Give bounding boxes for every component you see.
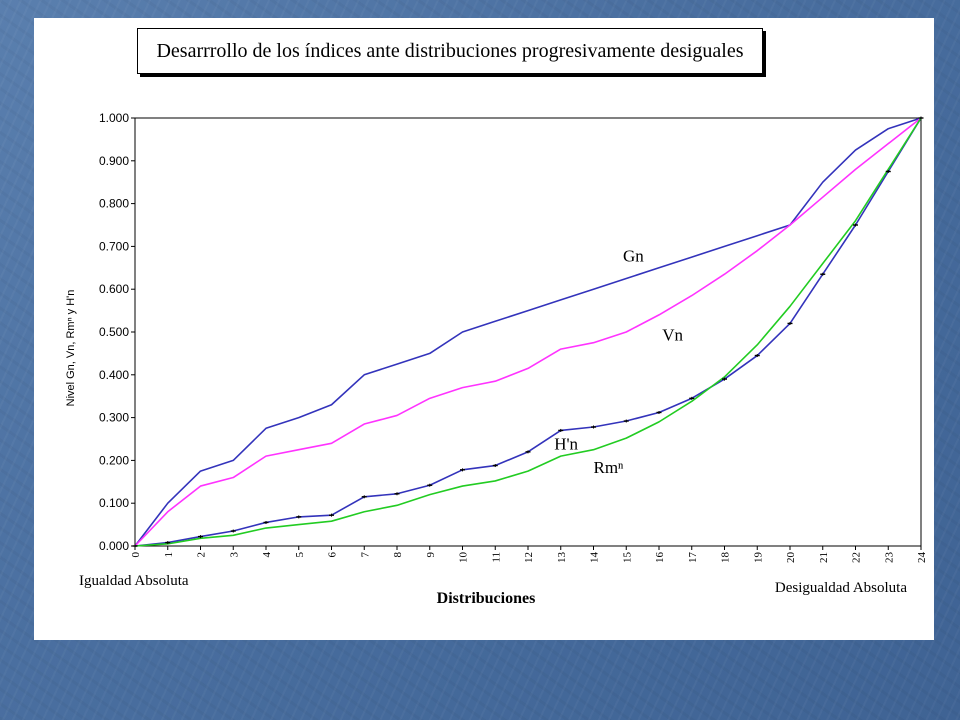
x-tick-label: 19 [752, 552, 764, 564]
x-tick-label: 7 [359, 552, 371, 558]
x-tick-label: 15 [621, 552, 633, 564]
y-tick-label: 0.600 [99, 282, 129, 296]
series-line-vn [134, 117, 922, 547]
line-chart: 0.000 0.100 0.200 0.300 0.400 0.500 0.600 0.700… [65, 111, 928, 607]
x-tick-label: 21 [818, 552, 830, 563]
x-axis-label: Distribuciones [437, 590, 536, 607]
y-tick-label: 0.300 [99, 411, 129, 425]
x-ticks: 0 1 2 3 4 5 6 7 8 9 10 11 12 13 14 15 16 17 18 19 20 21 22 23 24 [130, 546, 928, 563]
x-tick-label: 24 [916, 552, 928, 564]
chart-title: Desarrrollo de los índices ante distribu… [137, 28, 763, 74]
x-tick-label: 16 [654, 552, 666, 564]
x-tick-label: 3 [228, 552, 240, 558]
series-label: Gn [623, 246, 644, 265]
y-axis-label: Nivel Gn, Vn, Rmⁿ y H'n [65, 290, 77, 407]
y-tick-label: 0.900 [99, 154, 129, 168]
x-tick-label: 5 [294, 552, 306, 558]
y-tick-label: 0.400 [99, 368, 129, 382]
x-tick-label: 0 [130, 552, 142, 558]
y-tick-label: 0.800 [99, 197, 129, 211]
x-tick-label: 10 [458, 552, 470, 564]
series-line-rm [134, 117, 922, 547]
series-markers [132, 116, 924, 548]
x-tick-label: 13 [556, 552, 568, 564]
series-label: Vn [662, 326, 683, 345]
x-tick-label: 8 [392, 552, 404, 558]
series-label: H'n [554, 435, 578, 454]
x-tick-label: 2 [196, 552, 208, 558]
chart-panel: 0.000 0.100 0.200 0.300 0.400 0.500 0.600 0.700… [34, 18, 934, 640]
y-ticks: 0.000 0.100 0.200 0.300 0.400 0.500 0.600 0.700… [99, 111, 135, 553]
series-labels: Gn Vn H'n Rmⁿ [554, 246, 683, 477]
x-tick-label: 22 [851, 552, 863, 563]
y-tick-label: 0.200 [99, 453, 129, 467]
x-tick-label: 11 [490, 552, 502, 563]
plot-area [134, 117, 922, 547]
x-end-label: Desigualdad Absoluta [775, 580, 907, 596]
y-tick-label: 0.700 [99, 239, 129, 253]
y-tick-label: 0.100 [99, 496, 129, 510]
x-start-label: Igualdad Absoluta [79, 573, 189, 589]
x-tick-label: 18 [720, 552, 732, 564]
y-tick-label: 0.000 [99, 539, 129, 553]
x-tick-label: 17 [687, 552, 699, 564]
x-tick-label: 14 [589, 552, 601, 564]
x-tick-label: 4 [261, 552, 273, 558]
x-tick-label: 9 [425, 552, 437, 558]
x-tick-label: 12 [523, 552, 535, 563]
x-tick-label: 20 [785, 552, 797, 564]
series-label: Rmⁿ [594, 458, 625, 477]
x-tick-label: 23 [883, 552, 895, 564]
x-tick-label: 6 [327, 552, 339, 558]
x-tick-label: 1 [163, 552, 175, 558]
y-tick-label: 1.000 [99, 111, 129, 125]
y-tick-label: 0.500 [99, 325, 129, 339]
